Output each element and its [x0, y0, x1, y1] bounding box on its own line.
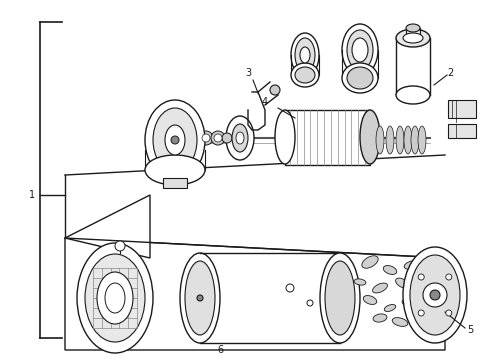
Ellipse shape: [376, 126, 384, 154]
Polygon shape: [163, 178, 187, 188]
Ellipse shape: [275, 110, 295, 164]
Circle shape: [286, 284, 294, 292]
Ellipse shape: [291, 63, 319, 87]
Ellipse shape: [180, 253, 220, 343]
Text: 6: 6: [217, 345, 223, 355]
Ellipse shape: [406, 24, 420, 32]
Ellipse shape: [432, 267, 448, 276]
Text: 2: 2: [447, 68, 453, 78]
Ellipse shape: [372, 283, 388, 293]
Circle shape: [222, 133, 232, 143]
Ellipse shape: [384, 305, 396, 311]
Ellipse shape: [295, 38, 315, 72]
Ellipse shape: [392, 318, 408, 327]
Ellipse shape: [320, 253, 360, 343]
Ellipse shape: [404, 261, 420, 269]
Ellipse shape: [404, 126, 412, 154]
Ellipse shape: [373, 314, 387, 322]
Ellipse shape: [395, 278, 408, 288]
Ellipse shape: [411, 126, 419, 154]
Ellipse shape: [325, 261, 355, 335]
Ellipse shape: [347, 30, 373, 70]
Text: 4: 4: [262, 97, 268, 107]
Circle shape: [418, 274, 424, 280]
Circle shape: [115, 241, 125, 251]
Circle shape: [307, 300, 313, 306]
Ellipse shape: [362, 256, 378, 268]
Ellipse shape: [291, 33, 319, 77]
Circle shape: [171, 136, 179, 144]
Polygon shape: [65, 238, 445, 350]
Ellipse shape: [342, 63, 378, 93]
Ellipse shape: [403, 247, 467, 343]
Ellipse shape: [300, 47, 310, 63]
Ellipse shape: [402, 299, 418, 307]
Ellipse shape: [165, 125, 185, 155]
Ellipse shape: [226, 116, 254, 160]
Ellipse shape: [433, 306, 447, 314]
Ellipse shape: [403, 33, 423, 43]
Ellipse shape: [145, 155, 205, 185]
Ellipse shape: [105, 283, 125, 313]
Ellipse shape: [423, 291, 437, 299]
Ellipse shape: [352, 38, 368, 62]
Ellipse shape: [360, 110, 380, 164]
Circle shape: [211, 131, 225, 145]
Circle shape: [199, 131, 213, 145]
Ellipse shape: [347, 67, 373, 89]
Ellipse shape: [145, 100, 205, 180]
Ellipse shape: [97, 272, 133, 324]
Ellipse shape: [354, 279, 366, 285]
Ellipse shape: [383, 266, 397, 274]
Ellipse shape: [396, 29, 430, 47]
Ellipse shape: [386, 126, 394, 154]
Bar: [285, 110, 370, 165]
Ellipse shape: [232, 124, 248, 152]
Circle shape: [214, 134, 222, 142]
Circle shape: [202, 134, 210, 142]
Circle shape: [446, 274, 452, 280]
Polygon shape: [448, 100, 476, 118]
Ellipse shape: [153, 108, 197, 172]
Ellipse shape: [416, 275, 428, 281]
Ellipse shape: [444, 284, 456, 292]
Ellipse shape: [295, 67, 315, 83]
Ellipse shape: [363, 296, 377, 305]
Text: 1: 1: [29, 190, 35, 200]
Circle shape: [430, 290, 440, 300]
Ellipse shape: [418, 126, 426, 154]
Text: 5: 5: [467, 325, 473, 335]
Ellipse shape: [85, 254, 145, 342]
Ellipse shape: [77, 243, 153, 353]
Ellipse shape: [236, 132, 244, 144]
Circle shape: [446, 310, 452, 316]
Circle shape: [418, 310, 424, 316]
Ellipse shape: [410, 255, 460, 335]
Polygon shape: [65, 195, 150, 258]
Ellipse shape: [185, 261, 215, 335]
Text: 3: 3: [245, 68, 251, 78]
Ellipse shape: [342, 24, 378, 76]
Ellipse shape: [414, 312, 426, 319]
Circle shape: [197, 295, 203, 301]
Circle shape: [423, 283, 447, 307]
Circle shape: [188, 133, 198, 143]
Circle shape: [270, 85, 280, 95]
Ellipse shape: [396, 86, 430, 104]
Polygon shape: [448, 124, 476, 138]
Ellipse shape: [396, 126, 404, 154]
